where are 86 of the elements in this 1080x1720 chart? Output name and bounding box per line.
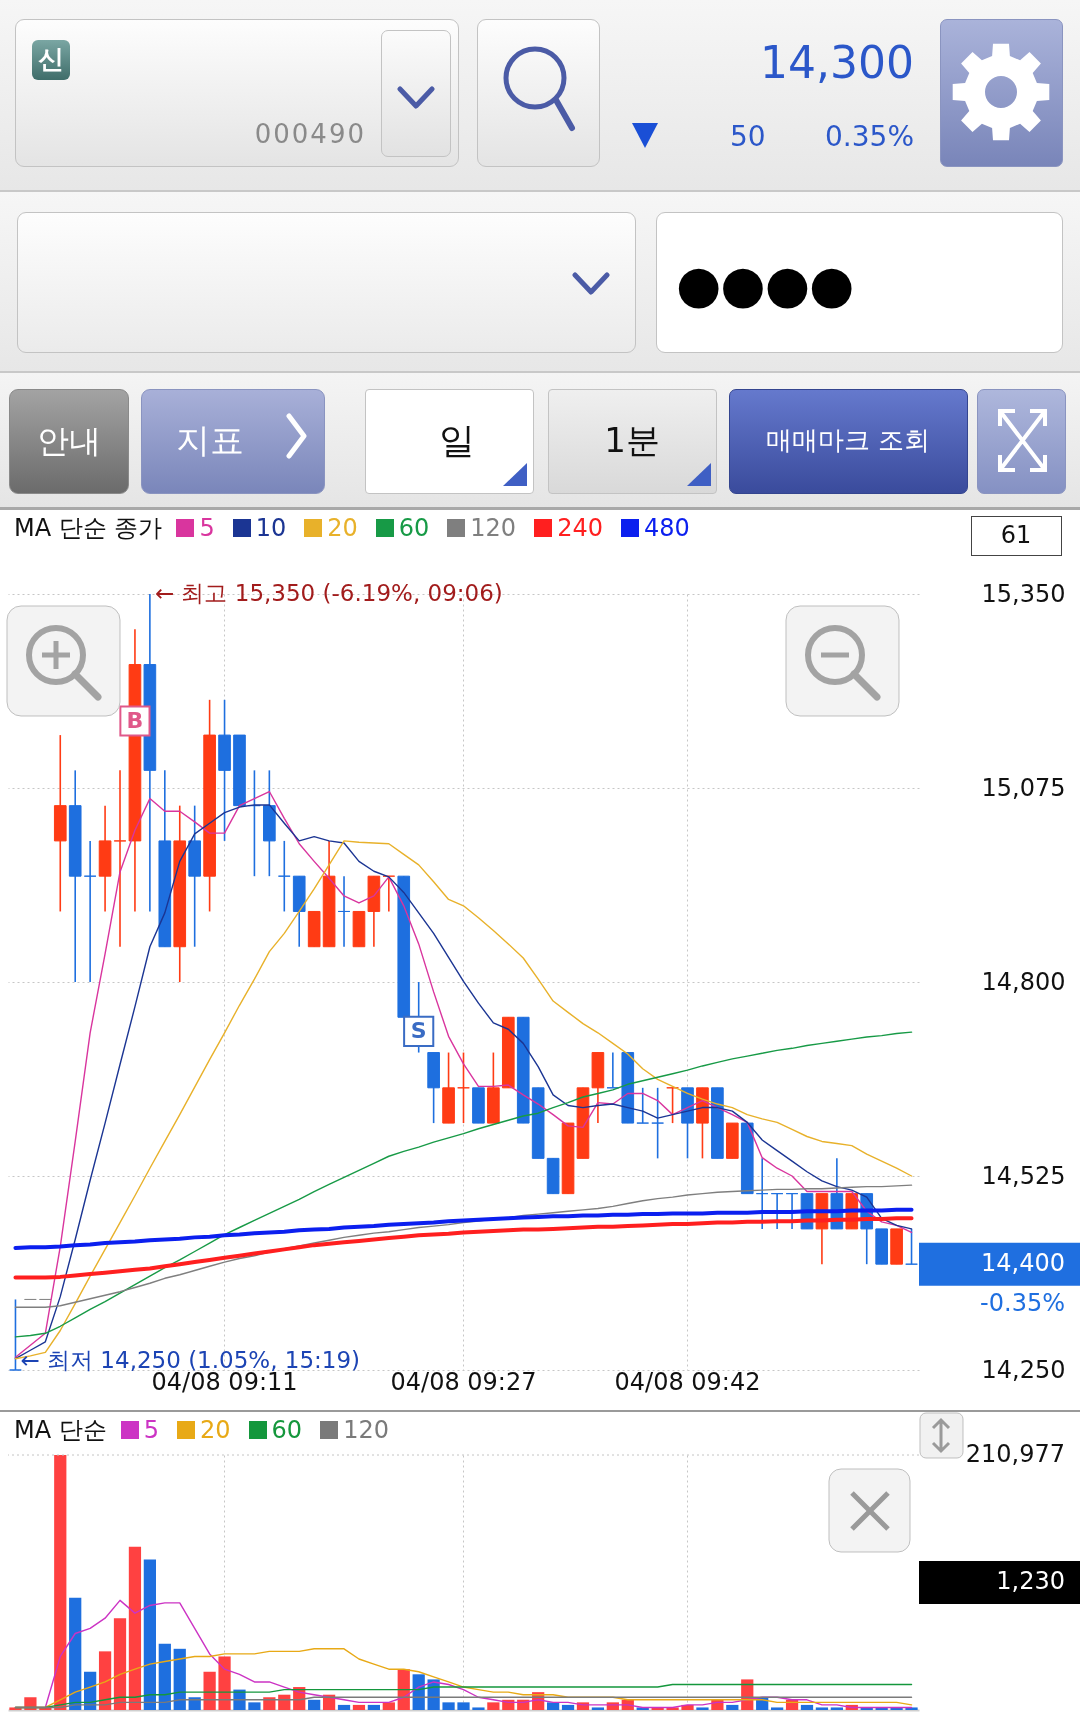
bar [24, 1697, 37, 1710]
legend-title: MA 단순 종가 [14, 514, 163, 543]
bar [815, 1707, 829, 1710]
x-tick-label: 04/08 09:42 [614, 1367, 761, 1396]
legend-label: 20 [327, 514, 358, 543]
bar [128, 1546, 142, 1710]
legend-title: MA 단순 [14, 1416, 107, 1445]
candlestick [770, 1192, 784, 1230]
candlestick [457, 1051, 470, 1124]
bar [113, 1618, 127, 1710]
annotation: ← 최고 15,350 (-6.19%, 09:06) [154, 580, 503, 606]
text: 14,400 [981, 1249, 1065, 1278]
bar [457, 1702, 470, 1710]
bar [218, 1656, 231, 1710]
bar [561, 1704, 575, 1710]
text: 매매마크 조회 [765, 425, 931, 456]
legend-label: 60 [271, 1416, 303, 1445]
bar [726, 1704, 739, 1710]
candlestick [382, 875, 396, 913]
text: 14,300 [760, 36, 914, 89]
legend-label: 120 [470, 514, 517, 543]
legend-label: 20 [200, 1416, 231, 1445]
bar [696, 1707, 709, 1710]
y-tick-label: 14,800 [981, 967, 1066, 996]
bar [546, 1702, 560, 1710]
candlestick [905, 1228, 918, 1265]
candlestick [636, 1087, 650, 1124]
y-tick-label: 14,525 [981, 1161, 1066, 1190]
bar [800, 1704, 814, 1710]
legend-label: 120 [343, 1416, 389, 1445]
candlestick [9, 1298, 22, 1371]
text: 신 [32, 40, 70, 80]
text: 000490 [254, 119, 366, 150]
data-label: B [126, 707, 144, 733]
bar [591, 1707, 605, 1710]
candlestick [785, 1192, 799, 1230]
line-series [14, 1184, 913, 1308]
text: 1분 [604, 420, 660, 461]
text: 0.35% [825, 119, 914, 154]
text: -0.35% [980, 1289, 1065, 1318]
bar [367, 1704, 381, 1710]
candlestick [666, 1087, 679, 1124]
legend-label: 5 [199, 514, 215, 543]
label-box: 1,230 [919, 1561, 1080, 1604]
bar [54, 1455, 67, 1710]
candlestick [113, 769, 127, 948]
text: 안내 [37, 421, 101, 460]
candlestick [651, 1087, 664, 1160]
line-series [13, 1216, 914, 1280]
candlestick [83, 840, 97, 983]
label-box: 61 [971, 516, 1062, 556]
bar [158, 1643, 171, 1710]
text: 50 [730, 119, 766, 154]
bar [472, 1707, 485, 1710]
x-tick-label: 04/08 09:27 [390, 1367, 537, 1396]
bar [487, 1702, 500, 1710]
legend-label: 60 [398, 514, 430, 543]
legend-label: 480 [643, 514, 690, 543]
bar [382, 1702, 395, 1710]
y-tick-label: 15,350 [981, 579, 1066, 608]
bar [69, 1597, 82, 1710]
bar [352, 1704, 366, 1710]
legend-label: 10 [255, 514, 287, 543]
bar [173, 1648, 186, 1710]
bar [830, 1707, 843, 1710]
legend-label: 5 [143, 1416, 160, 1445]
bar [248, 1702, 261, 1710]
text: 일 [439, 420, 475, 462]
line-series [13, 1207, 914, 1250]
text: ●●●● [676, 254, 854, 315]
bar [308, 1699, 321, 1710]
bar [771, 1707, 784, 1710]
bar [337, 1704, 351, 1710]
candlestick [277, 840, 291, 913]
bar [442, 1702, 455, 1710]
y-tick-label: 15,075 [981, 773, 1066, 802]
candlestick [337, 875, 351, 948]
y-tick-label: 14,250 [981, 1355, 1066, 1384]
legend-label: 240 [557, 514, 603, 543]
text: 지표 [176, 420, 244, 461]
text: 210,977 [965, 1440, 1065, 1468]
candlestick [755, 1157, 769, 1230]
candlestick [606, 1051, 620, 1089]
bar [143, 1559, 156, 1710]
data-label: S [410, 1018, 427, 1044]
bar [98, 1651, 112, 1710]
